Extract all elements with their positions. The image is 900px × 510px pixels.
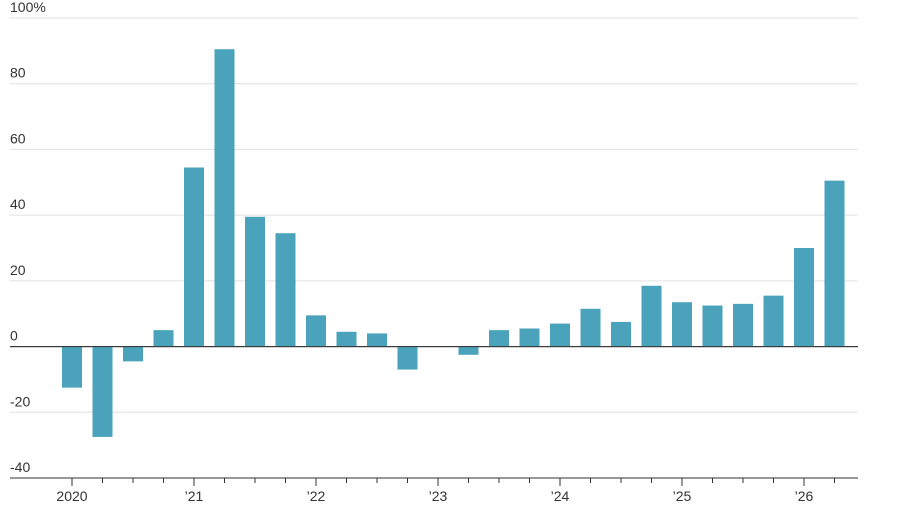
x-tick-label: ’21 [185,488,204,504]
bar [123,346,143,362]
y-tick-label: 80 [10,65,26,81]
y-tick-label: 100% [10,0,46,15]
bar [580,308,601,347]
bar [245,216,265,347]
bar [489,330,509,347]
bar [763,295,784,347]
bar [824,180,845,347]
bar [184,167,204,347]
y-tick-label: 0 [10,328,18,344]
bar [702,305,723,347]
bar [336,331,357,347]
bar [641,285,662,347]
bar [519,328,540,347]
x-tick-label: ’23 [429,488,448,504]
bar [611,321,631,347]
bar [92,346,113,437]
bar [153,330,174,347]
bar [306,315,326,347]
y-tick-label: -40 [10,459,30,475]
bar [733,303,753,347]
bar [275,233,296,347]
bar [214,49,235,347]
y-tick-label: 20 [10,262,26,278]
x-tick-label: ’24 [551,488,570,504]
x-tick-label: ’22 [307,488,326,504]
bar [458,346,479,355]
x-tick-label: ’26 [795,488,814,504]
bar [550,323,570,347]
x-tick-label: 2020 [56,488,87,504]
bar [62,346,82,388]
x-tick-label: ’25 [673,488,692,504]
bar [397,346,418,370]
bar [672,302,692,347]
y-tick-label: -20 [10,393,30,409]
y-tick-label: 40 [10,196,26,212]
bar [794,248,814,347]
bar [367,333,387,347]
y-tick-label: 60 [10,130,26,146]
